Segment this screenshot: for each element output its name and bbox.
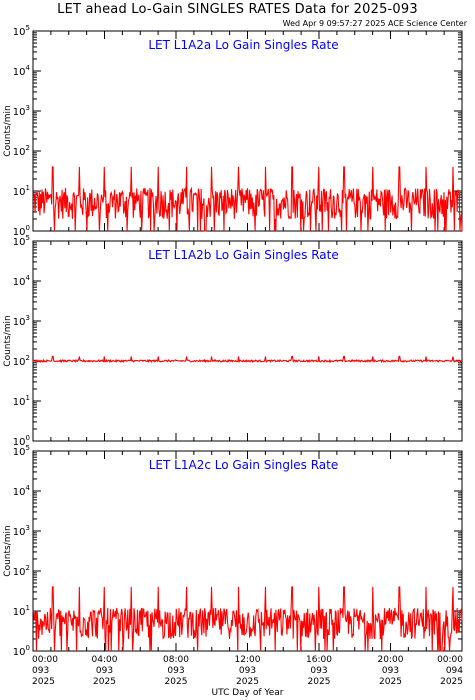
plot-frame [32, 240, 463, 442]
chart-panel-1: 100 101 102 103 104 105 Counts/min LET L1A2a Lo… [3, 24, 463, 238]
x-tick-label: 20:00 [378, 655, 404, 665]
x-tick-label: 2025 [93, 677, 116, 687]
y-tick-label: 104 [13, 64, 31, 78]
y-tick-label: 102 [13, 564, 30, 578]
x-tick-label: 093 [382, 666, 399, 676]
x-tick-label: 2025 [236, 677, 259, 687]
y-tick-label: 101 [13, 394, 30, 408]
x-tick-label: 00:00 [32, 655, 58, 665]
y-tick-label: 105 [13, 24, 30, 38]
x-tick-label: 093 [167, 666, 184, 676]
y-tick-label: 100 [13, 644, 30, 658]
x-tick-label: 2025 [32, 677, 55, 687]
x-tick-label: 12:00 [235, 655, 261, 665]
y-tick-label: 105 [13, 444, 30, 458]
x-tick-label: 2025 [440, 677, 463, 687]
y-axis-label: Counts/min [3, 105, 13, 156]
panel-label: LET L1A2b Lo Gain Singles Rate [148, 248, 339, 262]
x-tick-label: 00:00 [437, 655, 463, 665]
y-axis-label: Counts/min [3, 315, 13, 366]
x-tick-label: 093 [239, 666, 256, 676]
chart-panel-3: 100 101 102 103 104 105 Counts/min LET L1A2c Lo… [3, 444, 463, 658]
data-series-line [32, 586, 463, 652]
y-tick-label: 105 [13, 234, 30, 248]
x-axis-label: UTC Day of Year [212, 688, 284, 698]
y-tick-label: 103 [13, 104, 30, 118]
y-tick-label: 100 [13, 224, 30, 238]
y-tick-label: 104 [13, 274, 31, 288]
y-tick-label: 104 [13, 484, 31, 498]
y-tick-label: 101 [13, 184, 30, 198]
x-tick-label: 094 [446, 666, 463, 676]
y-tick-label: 103 [13, 314, 30, 328]
x-tick-label: 2025 [308, 677, 331, 687]
chart-panel-2: 100 101 102 103 104 105 Counts/min LET L1A2b Lo… [3, 234, 463, 448]
x-tick-label: 04:00 [92, 655, 118, 665]
x-tick-label: 2025 [379, 677, 402, 687]
data-series-line [32, 355, 463, 364]
x-tick-label: 093 [32, 666, 49, 676]
x-tick-label: 093 [310, 666, 327, 676]
y-tick-label: 103 [13, 524, 30, 538]
panel-label: LET L1A2c Lo Gain Singles Rate [149, 458, 339, 472]
data-series-line [32, 166, 463, 232]
y-tick-label: 102 [13, 144, 30, 158]
y-tick-label: 102 [13, 354, 30, 368]
x-tick-label: 16:00 [306, 655, 332, 665]
y-axis-label: Counts/min [3, 525, 13, 576]
x-tick-label: 2025 [165, 677, 188, 687]
y-tick-label: 101 [13, 604, 30, 618]
generation-timestamp: Wed Apr 9 09:57:27 2025 ACE Science Cent… [282, 19, 467, 28]
page-title: LET ahead Lo-Gain SINGLES RATES Data for… [57, 2, 418, 17]
y-tick-label: 100 [13, 434, 30, 448]
x-tick-label: 08:00 [163, 655, 189, 665]
panel-label: LET L1A2a Lo Gain Singles Rate [148, 38, 338, 52]
x-tick-label: 093 [96, 666, 113, 676]
